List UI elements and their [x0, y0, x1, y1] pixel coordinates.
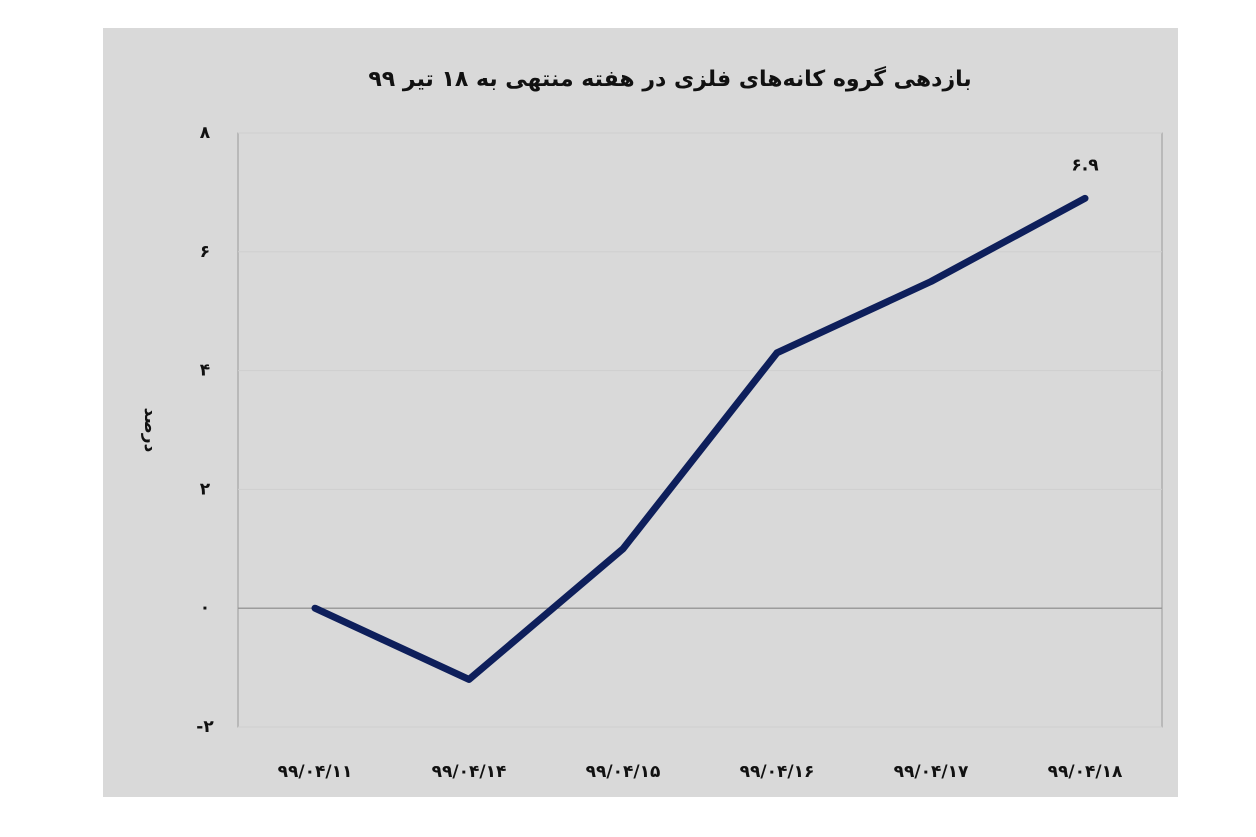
x-tick-label: ۹۹/۰۴/۱۱ [278, 762, 353, 782]
x-tick-label: ۹۹/۰۴/۱۴ [432, 762, 507, 782]
y-tick-label: ۴ [200, 361, 210, 381]
x-tick-label: ۹۹/۰۴/۱۵ [586, 762, 661, 782]
x-tick-label: ۹۹/۰۴/۱۷ [894, 762, 969, 782]
x-tick-label: ۹۹/۰۴/۱۸ [1048, 762, 1123, 782]
chart-title: بازدهی گروه کانه‌های فلزی در هفته منتهی … [368, 65, 971, 92]
y-tick-label: ۰ [200, 598, 210, 618]
data-label: ۶.۹ [1071, 155, 1099, 175]
y-tick-label: -۲ [196, 717, 214, 737]
y-tick-label: ۲ [200, 479, 211, 499]
y-axis-label: درصد [140, 408, 160, 453]
y-tick-label: ۸ [200, 123, 211, 143]
data-line [311, 194, 1089, 683]
x-tick-label: ۹۹/۰۴/۱۶ [740, 762, 815, 782]
y-tick-label: ۶ [200, 242, 210, 262]
plot-area [237, 132, 1163, 728]
